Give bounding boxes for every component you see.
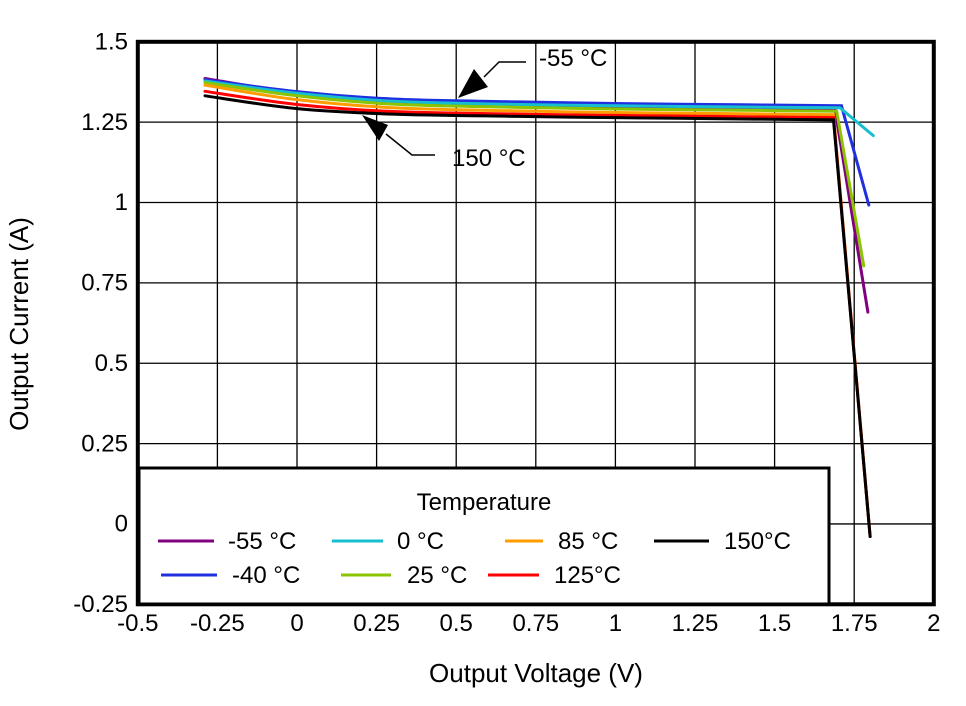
svg-text:1: 1 (609, 610, 622, 637)
svg-text:Output Voltage (V): Output Voltage (V) (429, 658, 643, 688)
svg-text:1.25: 1.25 (672, 610, 719, 637)
svg-text:0.75: 0.75 (81, 270, 128, 297)
svg-text:-55 °C: -55 °C (539, 45, 607, 72)
svg-text:-55 °C: -55 °C (228, 528, 296, 555)
svg-text:150°C: 150°C (724, 528, 791, 555)
svg-text:1: 1 (115, 189, 128, 216)
svg-text:2: 2 (927, 610, 940, 637)
svg-text:0 °C: 0 °C (397, 528, 444, 555)
svg-text:-0.25: -0.25 (190, 610, 245, 637)
svg-text:0: 0 (290, 610, 303, 637)
svg-text:1.5: 1.5 (95, 29, 128, 56)
svg-text:1.25: 1.25 (81, 109, 128, 136)
svg-text:1.5: 1.5 (758, 610, 791, 637)
svg-text:125°C: 125°C (554, 562, 621, 589)
svg-text:0.5: 0.5 (440, 610, 473, 637)
svg-text:25 °C: 25 °C (407, 562, 467, 589)
svg-text:85 °C: 85 °C (558, 528, 618, 555)
svg-text:0: 0 (115, 511, 128, 538)
svg-text:1.75: 1.75 (831, 610, 878, 637)
svg-text:0.75: 0.75 (512, 610, 559, 637)
svg-text:0.25: 0.25 (81, 430, 128, 457)
svg-text:Output Current (A): Output Current (A) (4, 217, 34, 431)
svg-text:Temperature: Temperature (417, 489, 552, 516)
svg-text:0.25: 0.25 (353, 610, 400, 637)
svg-text:-0.5: -0.5 (117, 610, 158, 637)
svg-text:0.5: 0.5 (95, 350, 128, 377)
svg-text:-40 °C: -40 °C (232, 562, 300, 589)
svg-text:150 °C: 150 °C (452, 145, 526, 172)
